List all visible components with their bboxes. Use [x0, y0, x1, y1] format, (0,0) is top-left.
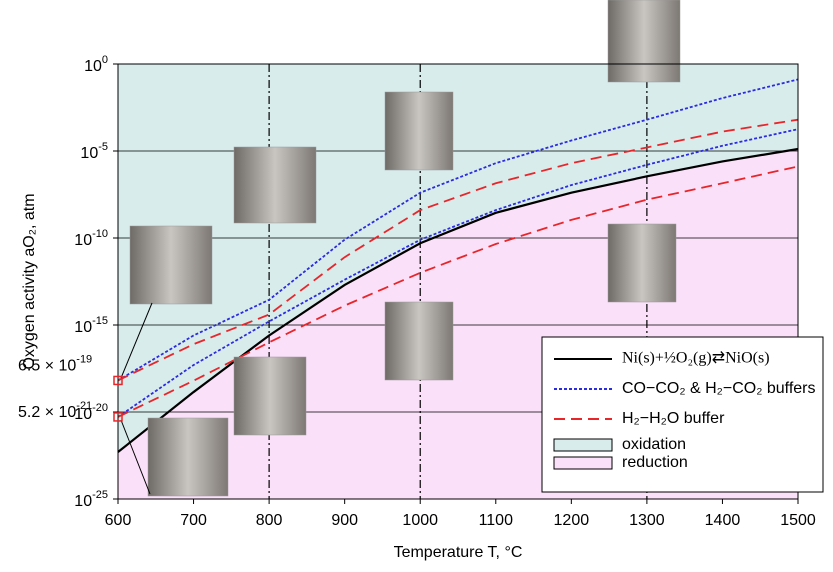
- photo: [234, 147, 316, 223]
- x-tick-label: 1500: [780, 512, 816, 529]
- x-axis-title: Temperature T, °C: [394, 544, 523, 561]
- legend-label: H₂−H₂O buffer: [622, 410, 725, 427]
- photo: [130, 226, 212, 304]
- photo: [385, 92, 453, 170]
- x-tick-label: 1200: [554, 512, 590, 529]
- x-tick-label: 800: [256, 512, 283, 529]
- x-tick-label: 700: [180, 512, 207, 529]
- y-tick-label: 10-25: [74, 489, 108, 510]
- x-tick-label: 600: [105, 512, 132, 529]
- photo: [608, 224, 676, 302]
- y-axis-title: Oxygen activity aO₂, atm: [21, 193, 38, 369]
- y-tick-label: 100: [84, 54, 108, 75]
- y-tick-label: 10-15: [74, 315, 108, 336]
- photo: [608, 0, 680, 82]
- photo: [385, 302, 453, 380]
- photo: [234, 357, 306, 435]
- y-tick-label: 10-10: [74, 228, 108, 249]
- photo: [148, 418, 228, 496]
- legend-swatch: [554, 439, 612, 451]
- x-tick-label: 1400: [705, 512, 741, 529]
- chart: 10010-510-1010-1510-2010-256007008009001…: [0, 0, 833, 572]
- legend-swatch: [554, 457, 612, 469]
- legend-label: oxidation: [622, 436, 686, 453]
- x-tick-label: 900: [331, 512, 358, 529]
- legend-label: reduction: [622, 454, 688, 471]
- legend-label: CO−CO₂ & H₂−CO₂ buffers: [622, 380, 816, 397]
- x-tick-label: 1300: [629, 512, 665, 529]
- y-tick-label: 10-5: [80, 141, 108, 162]
- x-tick-label: 1000: [402, 512, 438, 529]
- x-tick-label: 1100: [479, 512, 514, 529]
- legend-label: Ni(s)+½O₂(g)⇄NiO(s): [622, 350, 770, 367]
